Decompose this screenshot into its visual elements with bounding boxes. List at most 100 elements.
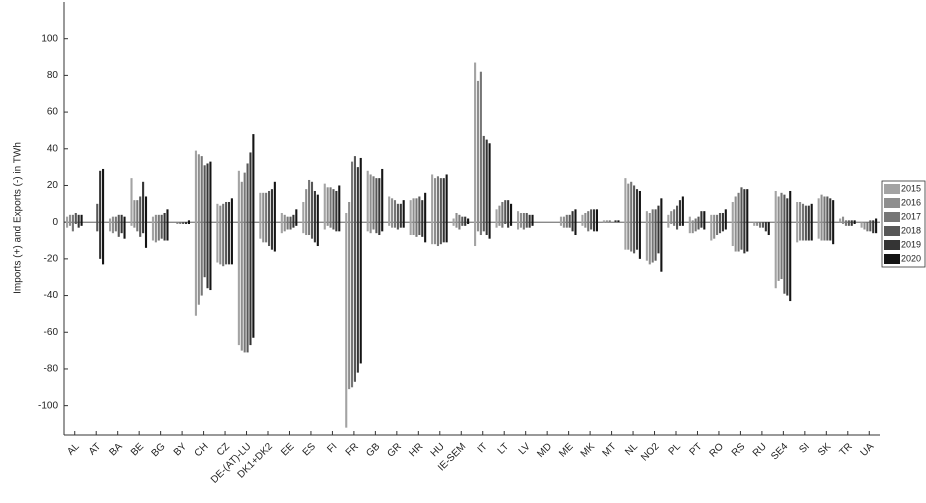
bar [823,196,826,241]
bar [96,203,99,232]
bar [624,178,627,250]
x-tick-label: RU [751,441,769,459]
y-tick-label: 100 [41,33,58,44]
x-tick-label: MK [579,441,598,460]
bar [99,170,102,259]
legend-swatch [884,198,900,208]
legend-label: 2016 [901,197,921,207]
x-tick-label: TR [838,441,855,458]
bar [262,192,265,243]
bar [142,181,145,234]
bar [774,190,777,289]
bar [789,190,792,302]
bar [353,156,356,382]
bar [654,209,657,261]
bar [111,216,114,234]
bar [841,216,845,225]
legend-label: 2015 [901,183,921,193]
x-tick-label: BA [107,441,124,458]
bar [464,216,467,226]
bar [139,196,142,237]
bar [565,214,568,228]
bar [660,198,663,272]
bar [571,211,574,232]
bar [488,143,491,239]
bar [853,220,856,225]
bar [694,218,697,232]
bar [786,198,789,296]
bar [246,163,249,353]
x-tick-label: ES [301,441,318,458]
bar [810,203,813,241]
bar [154,214,157,243]
bar [498,205,501,226]
bar [595,209,599,232]
bar [402,200,405,228]
bar [286,216,289,230]
bar [678,200,681,226]
bar [157,214,160,241]
bar [820,194,823,241]
bar [345,212,348,428]
bar [587,211,590,232]
bar [602,220,605,223]
legend-swatch [884,226,900,236]
x-tick-label: NL [623,441,640,458]
bar [151,216,155,241]
x-tick-label: ME [557,441,576,460]
y-tick-label: -40 [44,290,59,301]
bar [348,201,351,390]
bar [80,214,83,226]
bar [356,167,359,373]
bar [681,196,684,226]
x-tick-label: CH [193,441,211,459]
bar [507,200,510,228]
bar [718,212,722,234]
bar [635,189,639,250]
bar [474,62,477,247]
bar [703,211,706,230]
bar [633,185,636,254]
bar [295,209,298,226]
y-tick-label: -100 [38,400,58,411]
bar [313,190,316,243]
bar [433,178,437,245]
bar [863,222,866,230]
bar [442,178,445,243]
bar [528,214,531,228]
bar [305,189,308,236]
x-tick-label: RS [730,441,748,459]
bar [875,218,878,234]
bar [697,216,700,230]
bar [375,178,378,234]
bar [522,212,525,230]
bar [737,192,740,252]
bar [144,196,148,248]
bar [667,214,670,228]
bar [409,200,412,236]
bar [120,214,123,234]
bar [200,156,203,296]
bar [445,174,448,243]
bar [740,187,743,250]
bar [77,214,80,228]
bar [832,200,835,245]
bar [216,203,219,263]
bar [280,212,283,234]
bar [396,203,399,230]
legend-label: 2018 [901,225,921,235]
bar [308,179,311,236]
x-tick-label: SE4 [769,441,790,462]
bar [645,211,648,261]
bar [283,214,286,232]
bar [590,209,593,230]
x-tick-label: MD [535,441,554,460]
x-tick-label: FR [344,441,361,458]
bar [467,218,470,225]
bar [670,211,673,225]
bar [783,194,786,294]
bar [439,178,442,245]
bar [108,218,112,232]
bar [568,214,571,228]
bar [676,205,679,230]
